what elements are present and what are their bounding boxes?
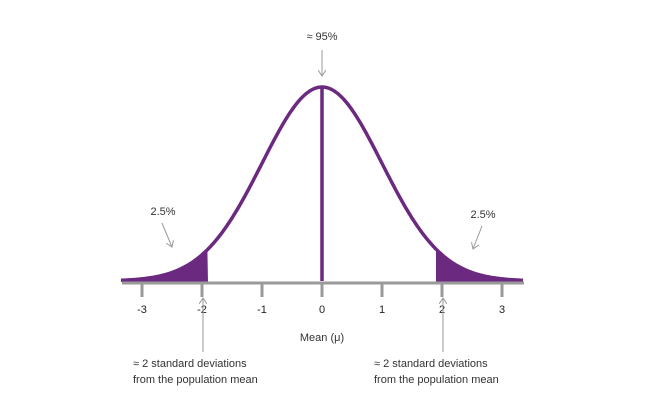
tick-label: 3	[499, 304, 505, 316]
axis-label: Mean (μ)	[300, 332, 344, 344]
ticks: -3 -2 -1 0 1 2 3	[137, 284, 505, 316]
arrow	[473, 225, 483, 249]
left-tail-area	[121, 249, 208, 282]
tick-label: 2	[439, 304, 445, 316]
arrow	[161, 222, 172, 247]
left-tail-annotation: 2.5%	[150, 206, 175, 218]
right-tail-area	[436, 249, 523, 282]
tick-label: -2	[197, 304, 207, 316]
right-tail-annotation: 2.5%	[470, 209, 495, 221]
note-text: from the population mean	[374, 374, 499, 386]
tick-label: -1	[257, 304, 267, 316]
curve-group	[120, 85, 524, 283]
note-text: from the population mean	[133, 374, 258, 386]
tick-label: -3	[137, 304, 147, 316]
tick-label: 0	[319, 304, 325, 316]
note-text: ≈ 2 standard deviations	[133, 358, 247, 370]
center-annotation: ≈ 95%	[306, 31, 337, 43]
tick-label: 1	[379, 304, 385, 316]
note-text: ≈ 2 standard deviations	[374, 358, 488, 370]
